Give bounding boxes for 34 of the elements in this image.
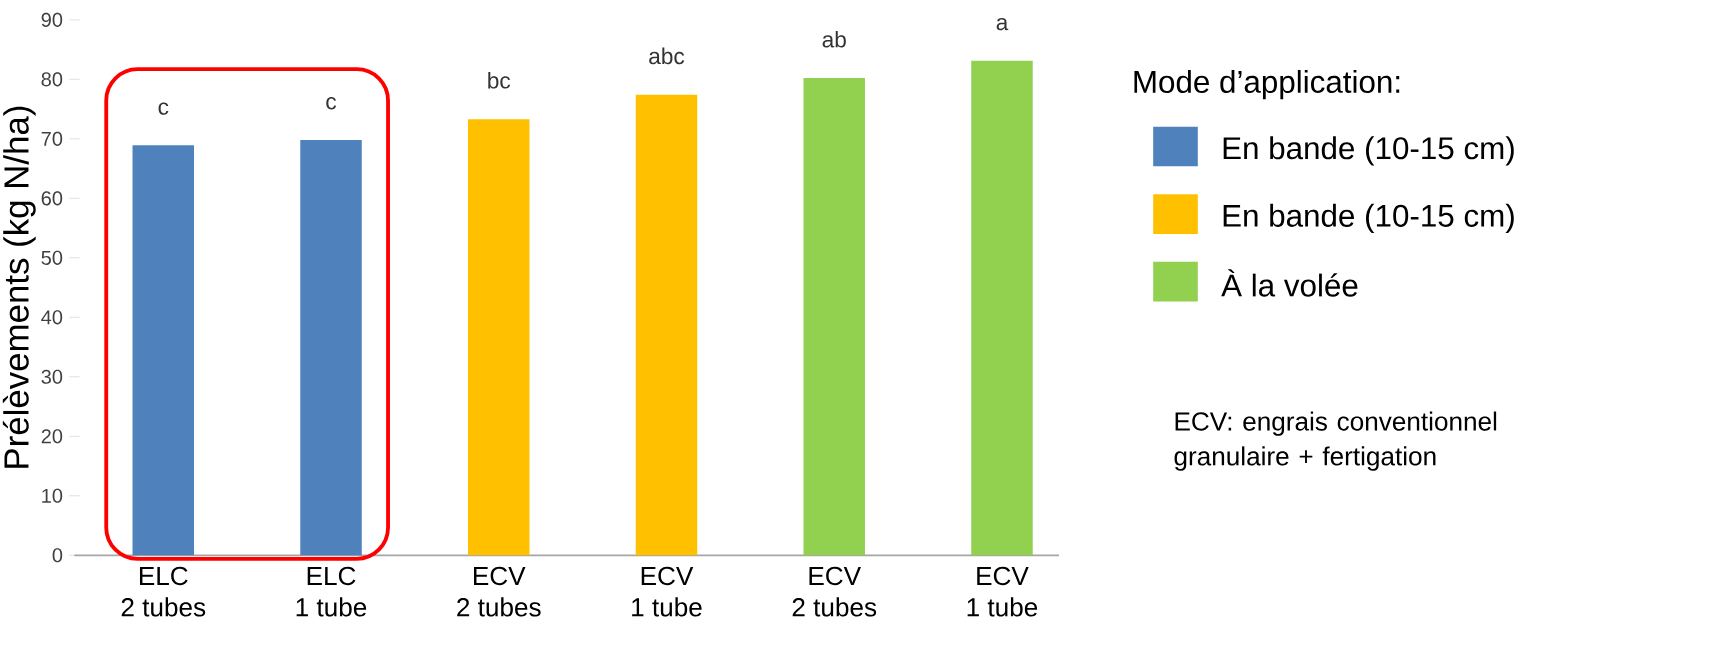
legend-label: En bande (10-15 cm) bbox=[1223, 136, 1514, 166]
x-tick-label: ELC 2 tubes bbox=[121, 566, 206, 617]
bar bbox=[971, 60, 1033, 556]
data-label: abc bbox=[649, 47, 685, 65]
y-tick-label: 90 bbox=[41, 12, 63, 27]
data-label: ab bbox=[822, 30, 846, 48]
data-label: a bbox=[996, 17, 1009, 31]
x-tick-label: ECV 2 tubes bbox=[457, 566, 541, 617]
data-label: c bbox=[158, 102, 169, 115]
y-tick-label: 20 bbox=[41, 429, 63, 444]
data-label: bc bbox=[488, 71, 511, 89]
bar bbox=[803, 77, 865, 556]
x-tick-label: ELC 1 tube bbox=[296, 566, 367, 617]
x-tick-label: ECV 2 tubes bbox=[792, 566, 877, 617]
y-tick-label: 80 bbox=[41, 72, 63, 87]
data-label: c bbox=[326, 96, 337, 110]
y-axis-title: Prélèvements (kg N/ha) bbox=[2, 106, 36, 468]
bar bbox=[300, 139, 362, 556]
bar bbox=[635, 94, 698, 556]
y-tick-label: 10 bbox=[42, 488, 63, 503]
y-tick-label: 30 bbox=[41, 369, 63, 384]
y-tick-label: 60 bbox=[41, 191, 63, 206]
legend-label: À la volée bbox=[1221, 268, 1358, 297]
bar bbox=[132, 145, 194, 556]
y-tick-label: 40 bbox=[41, 310, 63, 325]
y-tick-label: 0 bbox=[52, 547, 63, 563]
bar bbox=[468, 118, 530, 556]
x-tick-label: ECV 1 tube bbox=[967, 566, 1038, 617]
legend-label: En bande (10-15 cm) bbox=[1223, 203, 1514, 233]
text: ECV: engrais conventionnel granulaire + fertigation bbox=[1174, 411, 1497, 471]
y-tick-label: 70 bbox=[41, 131, 63, 146]
y-tick-label: 50 bbox=[41, 250, 63, 265]
x-tick-label: ECV 1 tube bbox=[632, 566, 702, 617]
legend-title: Mode d’application: bbox=[1134, 69, 1400, 100]
